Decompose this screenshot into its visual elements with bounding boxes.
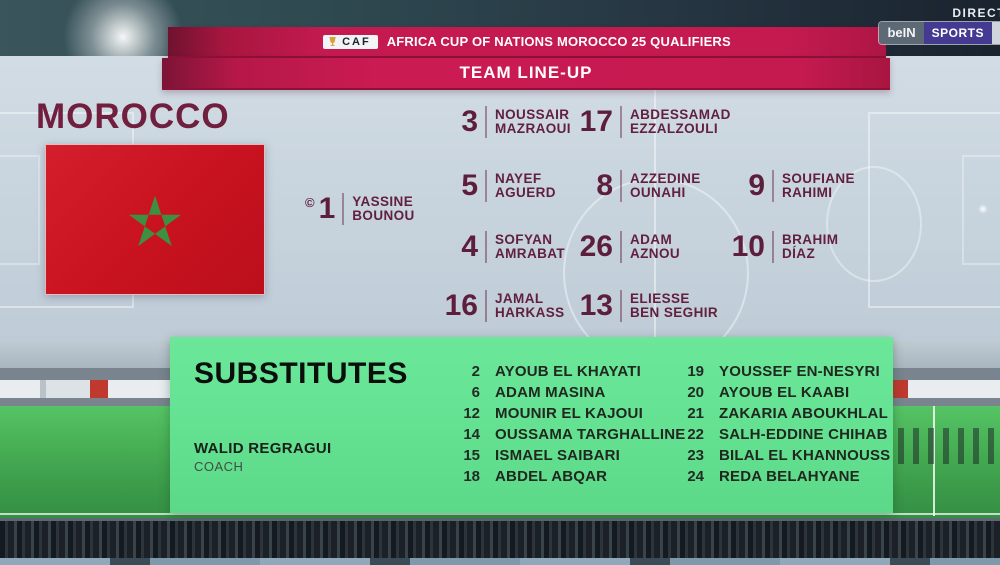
divider	[620, 290, 622, 322]
pitch-right-box	[868, 112, 1000, 308]
pitch-left-goal-box	[0, 155, 40, 265]
substitute-row: 21 ZAKARIA ABOUKHLAL	[687, 404, 888, 422]
coach-label: COACH	[194, 459, 244, 474]
player-entry: 16 JAMAL HARKASS	[428, 290, 565, 322]
player-entry: 10 BRAHIM DÍAZ	[713, 231, 838, 263]
bein-sports-logo: beIN SPORTS	[879, 22, 1000, 44]
player-number: 17	[579, 105, 613, 138]
lens-sparkle-icon	[978, 204, 988, 214]
substitutes-list-right: 19 YOUSSEF EN-NESYRI 20 AYOUB EL KAABI 2…	[676, 363, 890, 486]
substitute-row: 19 YOUSSEF EN-NESYRI	[687, 363, 880, 380]
divider	[620, 231, 622, 263]
divider	[485, 106, 487, 138]
substitute-row: 18 ABDEL ABQAR	[463, 467, 608, 485]
player-entry: 26 ADAM AZNOU	[558, 231, 680, 263]
substitute-row: 24 REDA BELAHYANE	[687, 467, 860, 485]
channel-badge	[992, 22, 1000, 44]
substitute-row: 15 ISMAEL SAIBARI	[463, 446, 621, 464]
player-number: 16	[444, 289, 478, 322]
divider	[342, 193, 345, 225]
player-number: 1	[318, 192, 336, 225]
substitute-row: 23 BILAL EL KHANNOUSS	[687, 446, 891, 464]
divider	[485, 170, 487, 202]
player-entry: 8 AZZEDINE OUNAHI	[558, 170, 701, 202]
pitch-touchline	[0, 513, 1000, 515]
coach-name: WALID REGRAGUI	[194, 440, 332, 457]
player-number: 26	[579, 230, 613, 263]
divider	[485, 231, 487, 263]
player-number: 8	[596, 169, 613, 202]
stadium-crowd-band	[0, 518, 1000, 561]
team-name: MOROCCO	[36, 97, 230, 136]
substitute-row: 22 SALH-EDDINE CHIHAB	[687, 425, 888, 443]
player-name: AZZEDINE OUNAHI	[630, 170, 701, 200]
player-name: YASSINE BOUNOU	[352, 193, 415, 223]
substitute-row: 2 AYOUB EL KHAYATI	[471, 363, 642, 380]
player-entry: 13 ELIESSE BEN SEGHIR	[558, 290, 718, 322]
substitute-row: 20 AYOUB EL KAABI	[687, 383, 850, 401]
player-number: 4	[461, 230, 478, 263]
divider	[485, 290, 487, 322]
player-number: 13	[579, 289, 613, 322]
captain-icon: ©	[305, 194, 315, 210]
substitute-row: 14 OUSSAMA TARGHALLINE	[463, 425, 686, 443]
player-entry-goalkeeper: © 1 YASSINE BOUNOU	[305, 193, 415, 225]
player-name: ABDESSAMAD EZZALZOULI	[630, 106, 731, 136]
player-name: SOFYAN AMRABAT	[495, 231, 566, 261]
player-number: 3	[461, 105, 478, 138]
substitutes-list-left: 2 AYOUB EL KHAYATI 6 ADAM MASINA 12 MOUN…	[452, 363, 685, 486]
team-lineup-banner: TEAM LINE-UP	[162, 58, 890, 90]
pitch-right-goal-box	[962, 155, 1000, 265]
pitch-center-circle	[563, 178, 749, 340]
player-entry: 5 NAYEF AGUERD	[428, 170, 556, 202]
player-name: NOUSSAIR MAZRAOUI	[495, 106, 571, 136]
divider	[772, 231, 774, 263]
pentagram-star-icon	[128, 195, 182, 246]
trophy-icon	[329, 37, 336, 46]
sideline-crowd	[898, 428, 1000, 464]
bein-logo-text: beIN	[879, 22, 924, 44]
sports-logo-text: SPORTS	[923, 22, 992, 44]
divider	[620, 106, 622, 138]
stadium-bottom-edge	[0, 558, 1000, 565]
competition-title: AFRICA CUP OF NATIONS MOROCCO 25 QUALIFI…	[386, 34, 731, 49]
caf-logo: CAF	[323, 34, 378, 49]
morocco-flag	[45, 144, 265, 295]
substitute-row: 6 ADAM MASINA	[471, 383, 606, 401]
player-name: ADAM AZNOU	[630, 231, 680, 261]
divider	[620, 170, 622, 202]
player-name: BRAHIM DÍAZ	[782, 231, 839, 261]
player-number: 9	[748, 169, 765, 202]
player-entry: 9 SOUFIANE RAHIMI	[713, 170, 855, 202]
divider	[772, 170, 774, 202]
pitch-line	[933, 406, 935, 516]
direct-label: DIRECT	[952, 6, 1000, 20]
player-name: SOUFIANE RAHIMI	[782, 170, 855, 200]
substitutes-panel: SUBSTITUTES WALID REGRAGUI COACH 2 AYOUB…	[170, 337, 893, 513]
player-name: ELIESSE BEN SEGHIR	[630, 290, 719, 320]
player-entry: 17 ABDESSAMAD EZZALZOULI	[558, 106, 731, 138]
player-name: JAMAL HARKASS	[495, 290, 565, 320]
player-entry: 4 SOFYAN AMRABAT	[428, 231, 565, 263]
competition-banner: CAF AFRICA CUP OF NATIONS MOROCCO 25 QUA…	[168, 27, 886, 58]
substitute-row: 12 MOUNIR EL KAJOUI	[463, 404, 643, 422]
substitutes-title: SUBSTITUTES	[194, 357, 408, 390]
caf-label: CAF	[342, 35, 371, 48]
pitch-right-arc	[826, 166, 922, 282]
player-entry: 3 NOUSSAIR MAZRAOUI	[428, 106, 571, 138]
player-number: 10	[731, 230, 765, 263]
lineup-title: TEAM LINE-UP	[459, 63, 593, 82]
player-name: NAYEF AGUERD	[495, 170, 556, 200]
player-number: 5	[461, 169, 478, 202]
